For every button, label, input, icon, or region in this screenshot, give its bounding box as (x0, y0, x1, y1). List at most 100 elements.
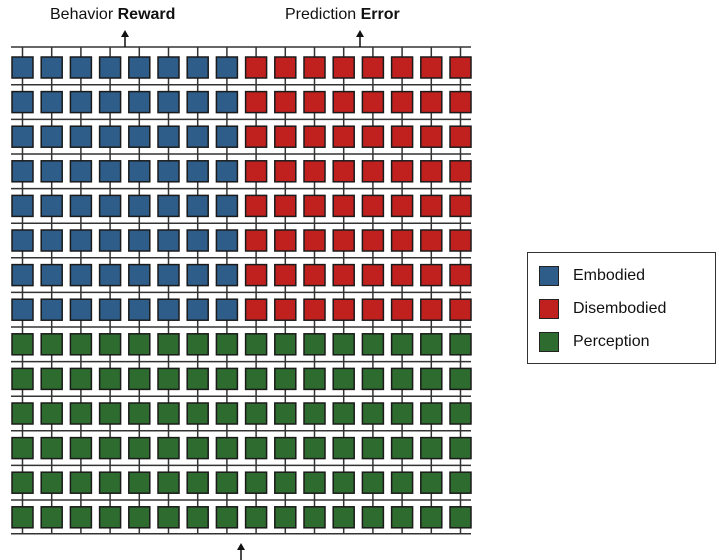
grid-cell (128, 263, 151, 287)
grid-cell (449, 471, 472, 494)
input-arrow-head (237, 543, 245, 550)
grid-cell (449, 333, 472, 356)
grid-cell (332, 229, 355, 252)
grid-cell (449, 367, 472, 391)
grid-cell (303, 367, 326, 391)
grid-cell (390, 298, 414, 321)
grid-cell (157, 471, 180, 494)
grid-cell (40, 367, 63, 391)
grid-cell (186, 160, 209, 183)
grid-cell (332, 506, 355, 529)
grid-cell (11, 333, 34, 356)
grid-cell (157, 125, 180, 148)
grid-cell (128, 160, 151, 183)
grid-cell (186, 436, 209, 460)
grid-cell (244, 471, 268, 494)
grid-cell (274, 160, 297, 183)
grid-cell (128, 333, 151, 356)
grid-cell (186, 263, 209, 287)
grid-cell (40, 56, 63, 79)
grid-cell (390, 333, 414, 356)
grid-cell (157, 90, 180, 114)
grid-cell (420, 436, 443, 460)
grid-cell (420, 160, 443, 183)
grid-cell (274, 194, 297, 218)
grid-cell (98, 436, 122, 460)
grid-cell (128, 436, 151, 460)
grid-cell (361, 471, 385, 494)
grid-cell (420, 56, 443, 79)
grid-cell (390, 506, 414, 529)
grid-cell (98, 333, 122, 356)
grid-cell (274, 367, 297, 391)
legend-swatch-disembodied (539, 299, 559, 319)
grid-cell (332, 160, 355, 183)
grid-cell (449, 90, 472, 114)
grid-cell (128, 194, 151, 218)
grid-cell (361, 367, 385, 391)
grid-cell (128, 471, 151, 494)
grid-cell (98, 367, 122, 391)
grid-cell (11, 90, 34, 114)
grid-cell (69, 90, 93, 114)
grid-cell (274, 471, 297, 494)
grid-cell (69, 194, 93, 218)
grid-cell (332, 436, 355, 460)
grid-cell (244, 56, 268, 79)
grid-cell (390, 90, 414, 114)
grid-cell (361, 229, 385, 252)
grid-cell (274, 402, 297, 425)
grid-cell (361, 160, 385, 183)
grid-cell (303, 263, 326, 287)
legend-item-embodied: Embodied (539, 264, 645, 288)
grid-cell (215, 90, 239, 114)
grid-cell (420, 229, 443, 252)
grid-cell (69, 56, 93, 79)
grid-cell (449, 160, 472, 183)
grid-cell (98, 229, 122, 252)
grid-cell (128, 402, 151, 425)
grid-cell (11, 125, 34, 148)
grid-cell (420, 298, 443, 321)
grid-cell (128, 90, 151, 114)
grid-cell (449, 125, 472, 148)
grid-cell (390, 194, 414, 218)
grid-cell (11, 367, 34, 391)
grid-cell (128, 367, 151, 391)
grid-cell (303, 229, 326, 252)
grid-cell (186, 298, 209, 321)
grid-cell (157, 160, 180, 183)
grid-cell (244, 125, 268, 148)
behavior-reward-label: Behavior Reward (50, 6, 175, 24)
grid-cell (361, 263, 385, 287)
grid-cell (390, 436, 414, 460)
grid-cell (303, 402, 326, 425)
grid-cell (420, 194, 443, 218)
grid-cell (449, 506, 472, 529)
grid-cell (390, 367, 414, 391)
grid-cell (361, 333, 385, 356)
grid-cell (11, 298, 34, 321)
grid-cell (449, 56, 472, 79)
grid-cell (157, 402, 180, 425)
grid-cell (11, 194, 34, 218)
grid-cell (128, 506, 151, 529)
grid-cell (303, 471, 326, 494)
behavior-reward-prefix: Behavior (50, 6, 114, 23)
grid-cell (69, 506, 93, 529)
grid-cell (332, 298, 355, 321)
grid-cell (40, 263, 63, 287)
grid-cell (40, 333, 63, 356)
grid-cell (390, 125, 414, 148)
grid-cell (332, 471, 355, 494)
grid-cell (215, 56, 239, 79)
grid-cell (332, 90, 355, 114)
grid-cell (69, 436, 93, 460)
grid-cell (69, 367, 93, 391)
grid-cell (332, 402, 355, 425)
grid-cell (40, 298, 63, 321)
legend: Embodied Disembodied Perception (527, 252, 716, 364)
grid-cell (40, 506, 63, 529)
grid-cell (332, 333, 355, 356)
grid-cell (98, 402, 122, 425)
